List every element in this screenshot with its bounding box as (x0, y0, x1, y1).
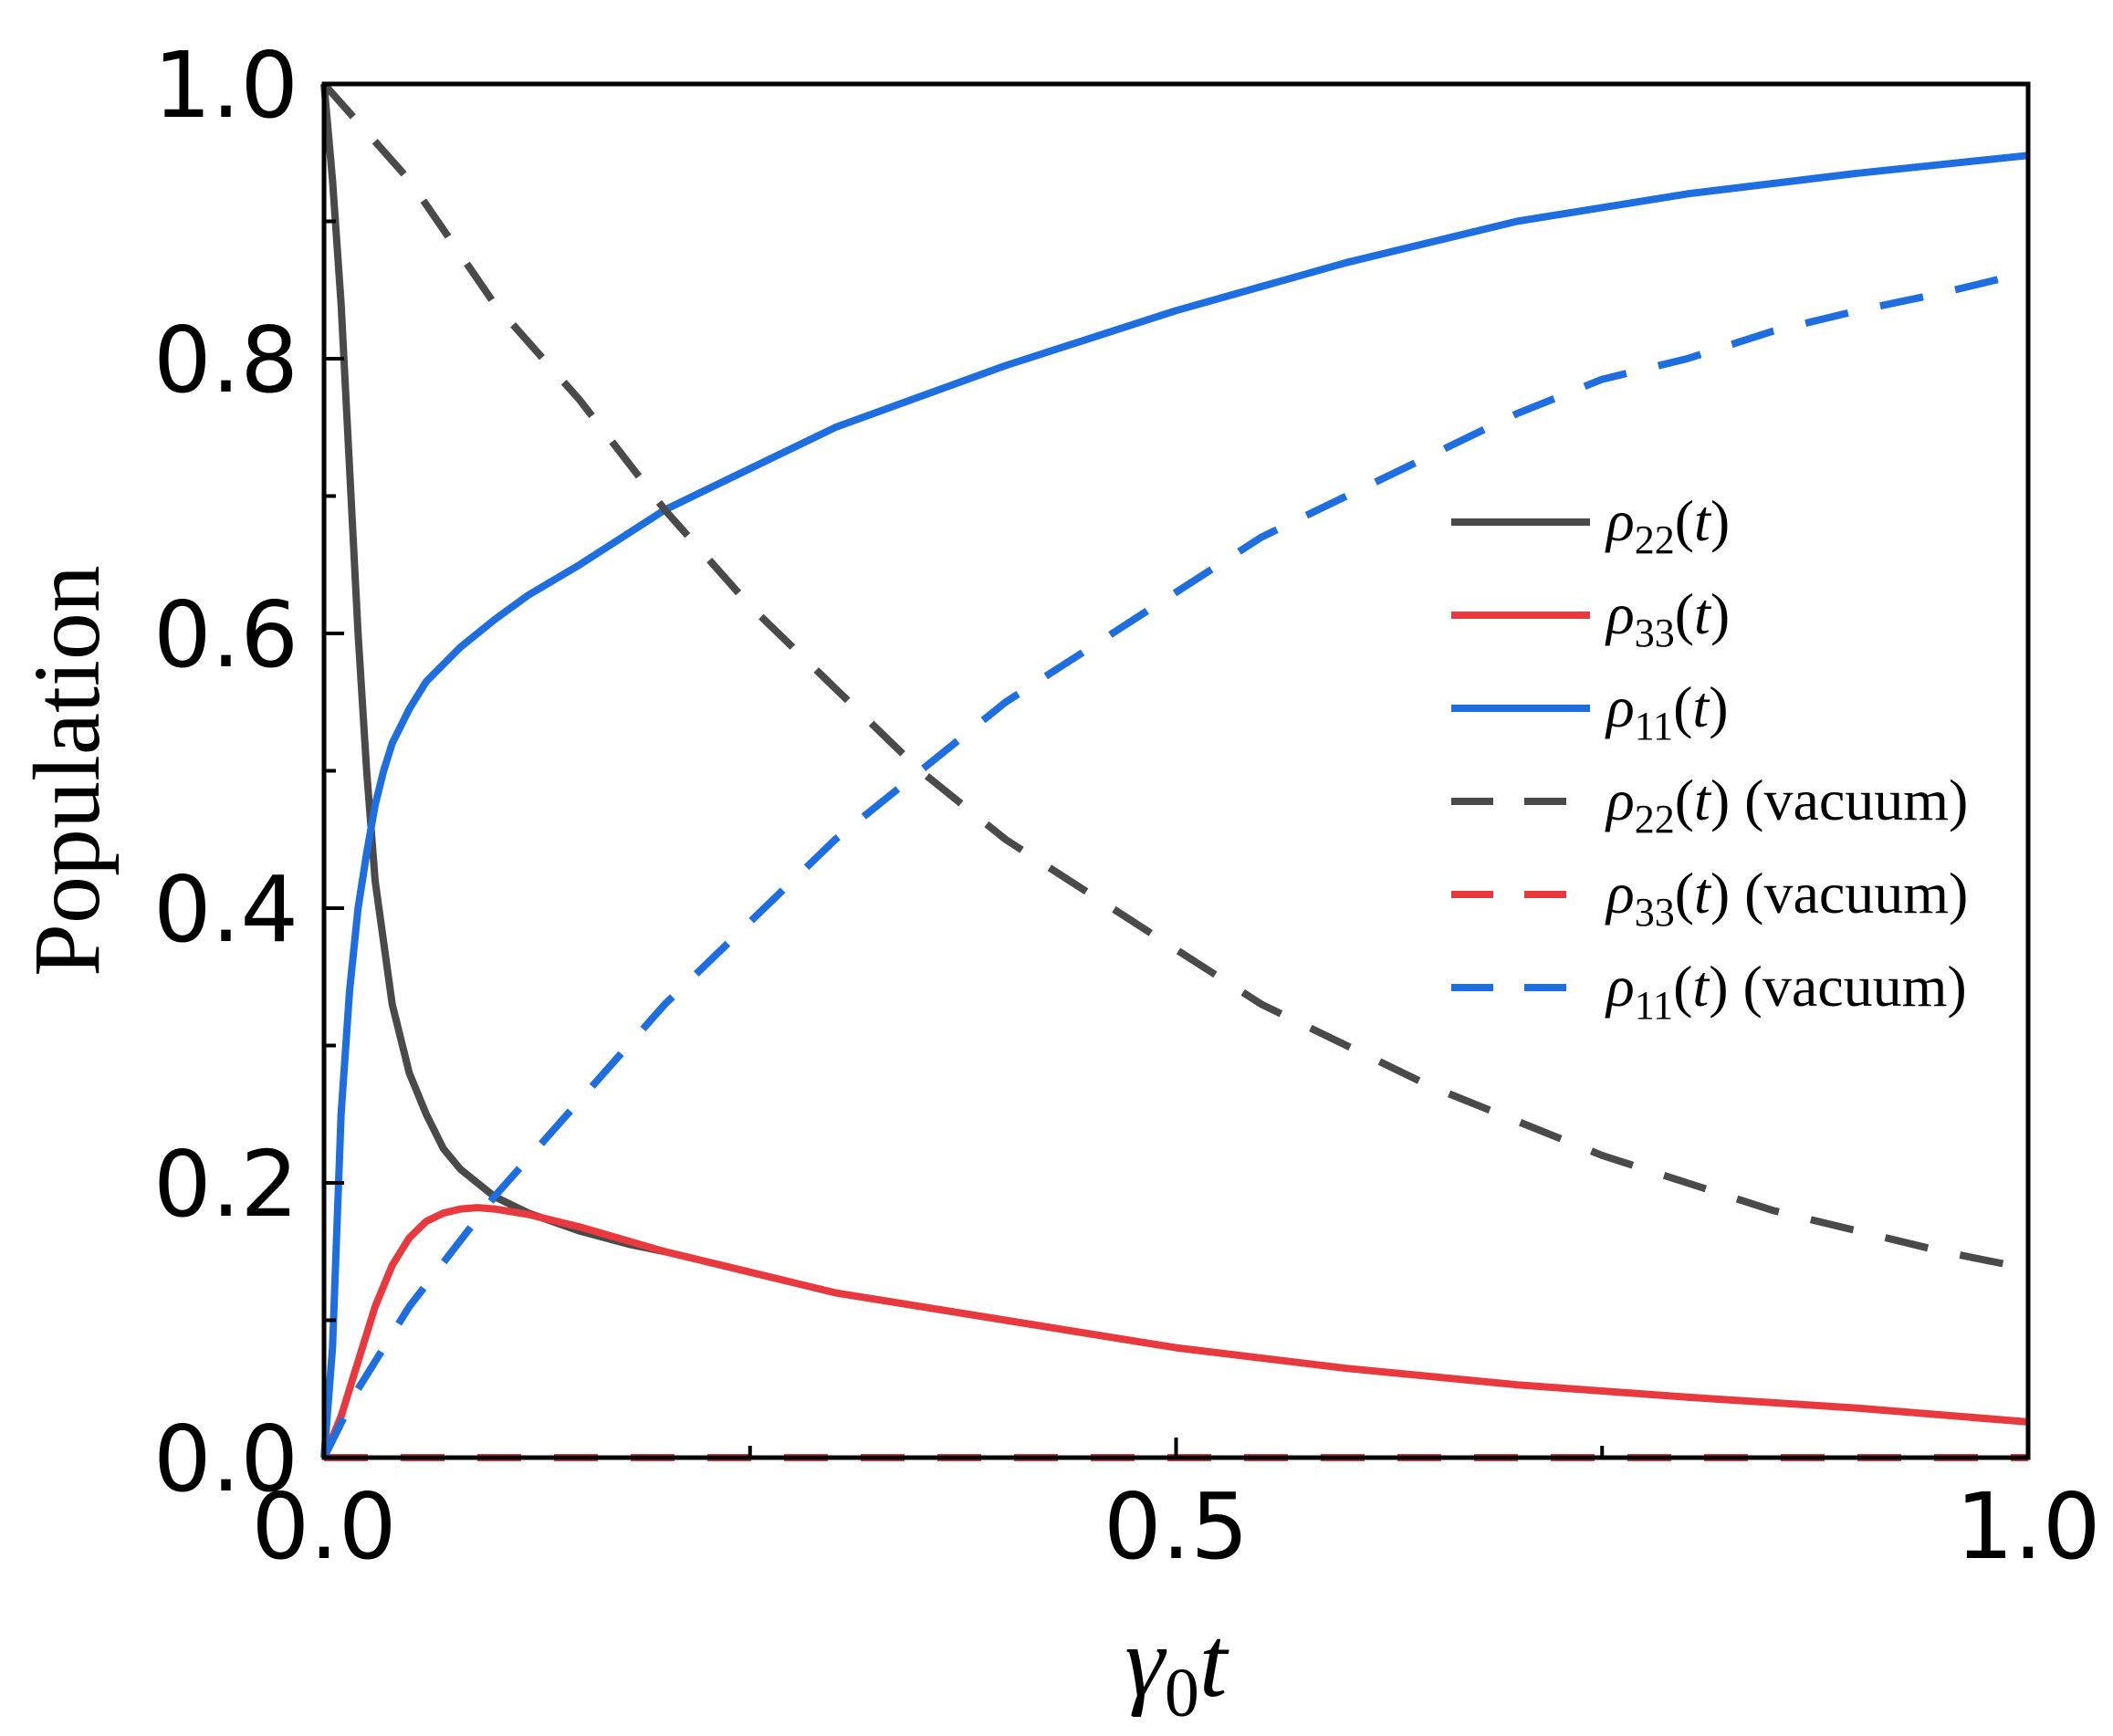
legend-label-1: ρ22(t) (1605, 488, 1730, 562)
legend-label-2: ρ33(t) (1605, 581, 1730, 655)
y-tick-label: 0.4 (153, 856, 298, 963)
x-tick-label: 0.5 (1104, 1473, 1249, 1580)
y-tick-label: 0.2 (153, 1131, 298, 1238)
series-line-2 (320, 1204, 2029, 1459)
series-line-3 (320, 152, 2029, 1459)
x-tick-label: 1.0 (1955, 1473, 2100, 1580)
x-axis-label-main: γ (1125, 1606, 1167, 1718)
y-tick-label: 1.0 (153, 32, 298, 139)
x-axis-label: γ0t (1125, 1606, 1229, 1731)
series-line-1 (320, 83, 666, 1256)
y-axis-ticks: 0.0 0.2 0.4 0.6 0.8 1.0 (153, 32, 344, 1512)
legend-label-4: ρ22(t) (vacuum) (1605, 768, 1968, 842)
y-axis-label: Population (15, 565, 120, 977)
legend-label-5: ρ33(t) (vacuum) (1605, 861, 1968, 935)
y-tick-label: 0.6 (153, 581, 298, 688)
x-tick-label: 0.0 (251, 1473, 396, 1580)
y-tick-label: 0.0 (153, 1406, 298, 1512)
x-axis-label-tail: t (1199, 1606, 1229, 1718)
series-line-4 (321, 81, 2013, 1270)
x-axis-ticks: 0.0 0.5 1.0 (251, 1438, 2101, 1580)
series-line-6 (320, 272, 2013, 1459)
legend-label-3: ρ11(t) (1605, 675, 1729, 748)
legend: ρ22(t) ρ33(t) ρ11(t) ρ22(t) (vacuum) ρ33(t) … (1451, 488, 1968, 1028)
x-axis-label-subscript: 0 (1165, 1655, 1199, 1731)
legend-label-6: ρ11(t) (vacuum) (1605, 954, 1967, 1028)
y-tick-label: 0.8 (153, 307, 298, 413)
